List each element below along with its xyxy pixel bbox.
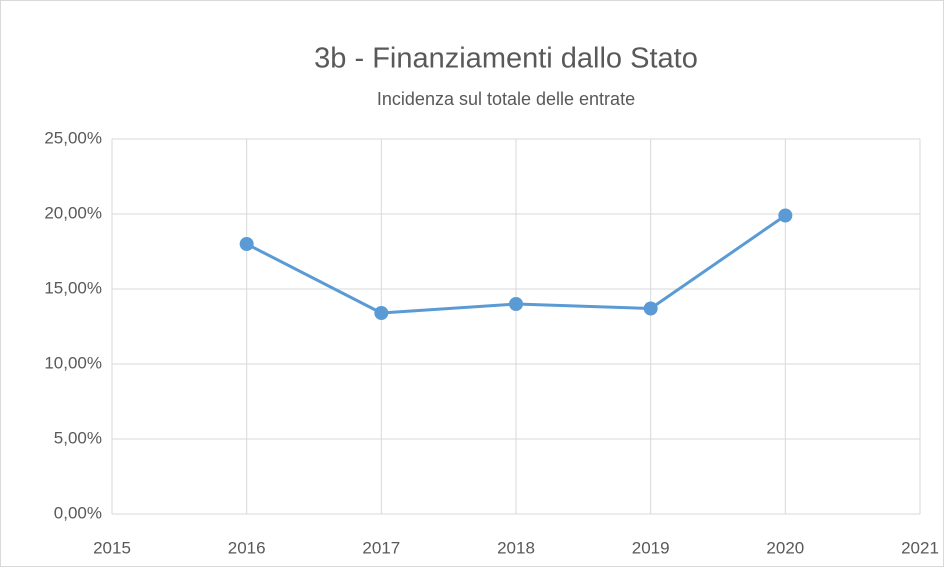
y-tick-label: 5,00% xyxy=(54,428,102,447)
marker xyxy=(509,297,523,311)
marker xyxy=(778,208,793,223)
marker xyxy=(239,237,254,251)
x-tick-label: 2018 xyxy=(497,538,535,557)
y-tick-label: 0,00% xyxy=(54,503,102,522)
x-tick-label: 2015 xyxy=(93,538,131,557)
y-tick-label: 20,00% xyxy=(44,203,102,222)
x-tick-label: 2020 xyxy=(766,538,804,557)
y-tick-label: 25,00% xyxy=(44,128,102,147)
y-tick-label: 15,00% xyxy=(44,278,102,297)
y-tick-label: 10,00% xyxy=(44,353,102,372)
chart-title: 3b - Finanziamenti dallo Stato xyxy=(314,43,698,75)
chart-subtitle: Incidenza sul totale delle entrate xyxy=(377,89,635,109)
marker xyxy=(374,306,389,320)
x-tick-label: 2019 xyxy=(632,538,670,557)
x-tick-label: 2016 xyxy=(228,538,266,557)
x-tick-label: 2017 xyxy=(362,538,400,557)
x-tick-label: 2021 xyxy=(901,538,939,557)
marker xyxy=(643,301,658,316)
